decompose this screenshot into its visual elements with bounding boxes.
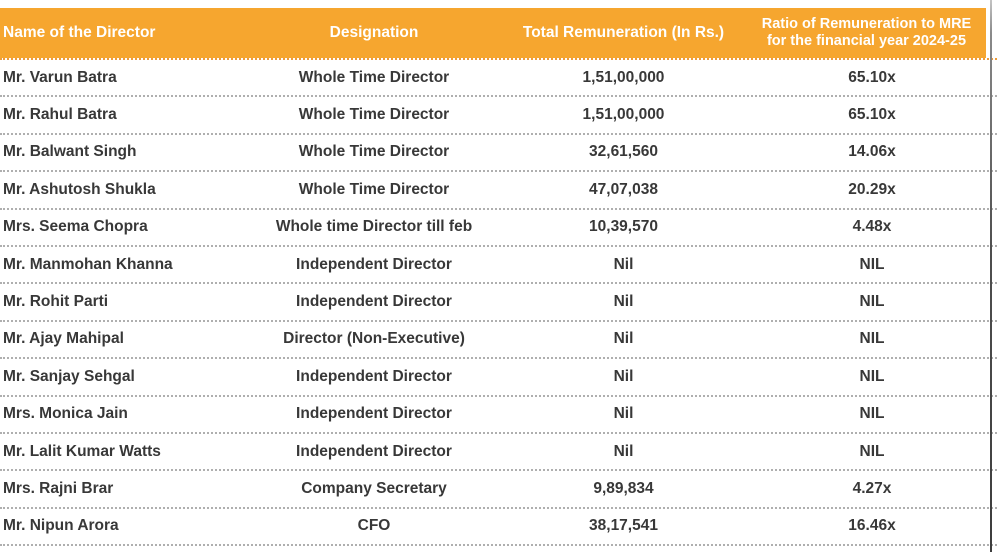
cell-designation: CFO [357, 517, 391, 535]
cell-remuneration: Nil [613, 367, 634, 385]
cell-ratio: 14.06x [848, 143, 896, 161]
cell-remuneration: 47,07,038 [589, 180, 658, 198]
table-row: Mrs. Rajni Brar Company Secretary 9,89,834… [0, 471, 997, 509]
cell-name: Mrs. Rajni Brar [3, 479, 114, 497]
table-row: Mr. Ajay Mahipal Director (Non-Executive)… [0, 322, 997, 360]
table-row: Mrs. Monica Jain Independent Director Nil N… [0, 397, 997, 434]
table-row: Mr. Nipun Arora CFO 38,17,541 16.46x [0, 509, 997, 547]
cell-ratio: 65.10x [848, 106, 896, 124]
table-body: Mr. Varun Batra Whole Time Director 1,51,0… [0, 58, 997, 547]
cell-remuneration: Nil [613, 255, 634, 273]
cell-ratio: 4.48x [852, 218, 892, 236]
table-row: Mr. Balwant Singh Whole Time Director 32,6… [0, 135, 997, 173]
cell-name: Mr. Lalit Kumar Watts [3, 442, 161, 460]
cell-remuneration: Nil [613, 442, 634, 460]
table-row: Mrs. Seema Chopra Whole time Director til… [0, 210, 997, 247]
table-row: Mr. Lalit Kumar Watts Independent Directo… [0, 434, 997, 472]
cell-name: Mr. Rahul Batra [3, 106, 117, 124]
cell-remuneration: 1,51,00,000 [582, 68, 665, 86]
cell-name: Mr. Rohit Parti [3, 293, 109, 311]
cell-name: Mrs. Seema Chopra [3, 218, 148, 236]
cell-ratio: 4.27x [852, 479, 892, 497]
cell-remuneration: 9,89,834 [593, 479, 654, 497]
cell-remuneration: 10,39,570 [589, 218, 658, 236]
cell-designation: Independent Director [296, 405, 452, 423]
column-header-designation: Designation [329, 23, 419, 41]
cell-remuneration: Nil [613, 330, 634, 348]
page-edge-line [990, 0, 992, 552]
cell-remuneration: 1,51,00,000 [582, 106, 665, 124]
cell-name: Mr. Manmohan Khanna [3, 255, 173, 273]
cell-remuneration: 32,61,560 [589, 143, 658, 161]
column-header-name: Name of the Director [3, 23, 156, 41]
cell-name: Mr. Ashutosh Shukla [3, 180, 156, 198]
cell-designation: Whole Time Director [298, 68, 450, 86]
column-header-ratio-line1: Ratio of Remuneration to MRE [761, 15, 972, 32]
table-row: Mr. Ashutosh Shukla Whole Time Director 47… [0, 172, 997, 210]
cell-ratio: NIL [859, 405, 885, 423]
cell-ratio: NIL [859, 367, 885, 385]
cell-ratio: 65.10x [848, 68, 896, 86]
table-row: Mr. Rohit Parti Independent Director Nil NI… [0, 284, 997, 322]
table-row: Mr. Varun Batra Whole Time Director 1,51,0… [0, 60, 997, 98]
cell-designation: Independent Director [296, 255, 452, 273]
table-row: Mr. Rahul Batra Whole Time Director 1,51,0… [0, 97, 997, 135]
cell-ratio: NIL [859, 330, 885, 348]
cell-name: Mr. Balwant Singh [3, 143, 137, 161]
remuneration-table: Name of the Director Designation Total R… [0, 8, 997, 547]
cell-remuneration: Nil [613, 293, 634, 311]
cell-ratio: NIL [859, 255, 885, 273]
column-header-remuneration: Total Remuneration (In Rs.) [522, 23, 725, 41]
cell-designation: Whole Time Director [298, 106, 450, 124]
column-header-ratio-line2: for the financial year 2024-25 [766, 33, 967, 49]
cell-name: Mr. Nipun Arora [3, 517, 119, 535]
table-header-row: Name of the Director Designation Total R… [0, 8, 986, 58]
cell-ratio: 20.29x [848, 180, 896, 198]
cell-designation: Company Secretary [301, 479, 447, 497]
table-row: Mr. Sanjay Sehgal Independent Director Nil… [0, 359, 997, 397]
cell-designation: Whole Time Director [298, 180, 450, 198]
cell-designation: Whole time Director till feb [275, 218, 473, 236]
cell-remuneration: Nil [613, 405, 634, 423]
cell-designation: Whole Time Director [298, 143, 450, 161]
cell-designation: Independent Director [296, 367, 452, 385]
cell-designation: Independent Director [296, 442, 452, 460]
cell-name: Mr. Varun Batra [3, 68, 117, 86]
cell-name: Mrs. Monica Jain [3, 405, 128, 423]
cell-ratio: NIL [859, 293, 885, 311]
cell-remuneration: 38,17,541 [589, 517, 658, 535]
cell-ratio: 16.46x [848, 517, 896, 535]
cell-designation: Director (Non-Executive) [283, 330, 465, 348]
cell-name: Mr. Sanjay Sehgal [3, 367, 135, 385]
cell-name: Mr. Ajay Mahipal [3, 330, 124, 348]
column-header-ratio: Ratio of Remuneration to MRE for the fin… [747, 16, 986, 51]
cell-designation: Independent Director [296, 293, 452, 311]
cell-ratio: NIL [859, 442, 885, 460]
table-row: Mr. Manmohan Khanna Independent Director N… [0, 247, 997, 285]
